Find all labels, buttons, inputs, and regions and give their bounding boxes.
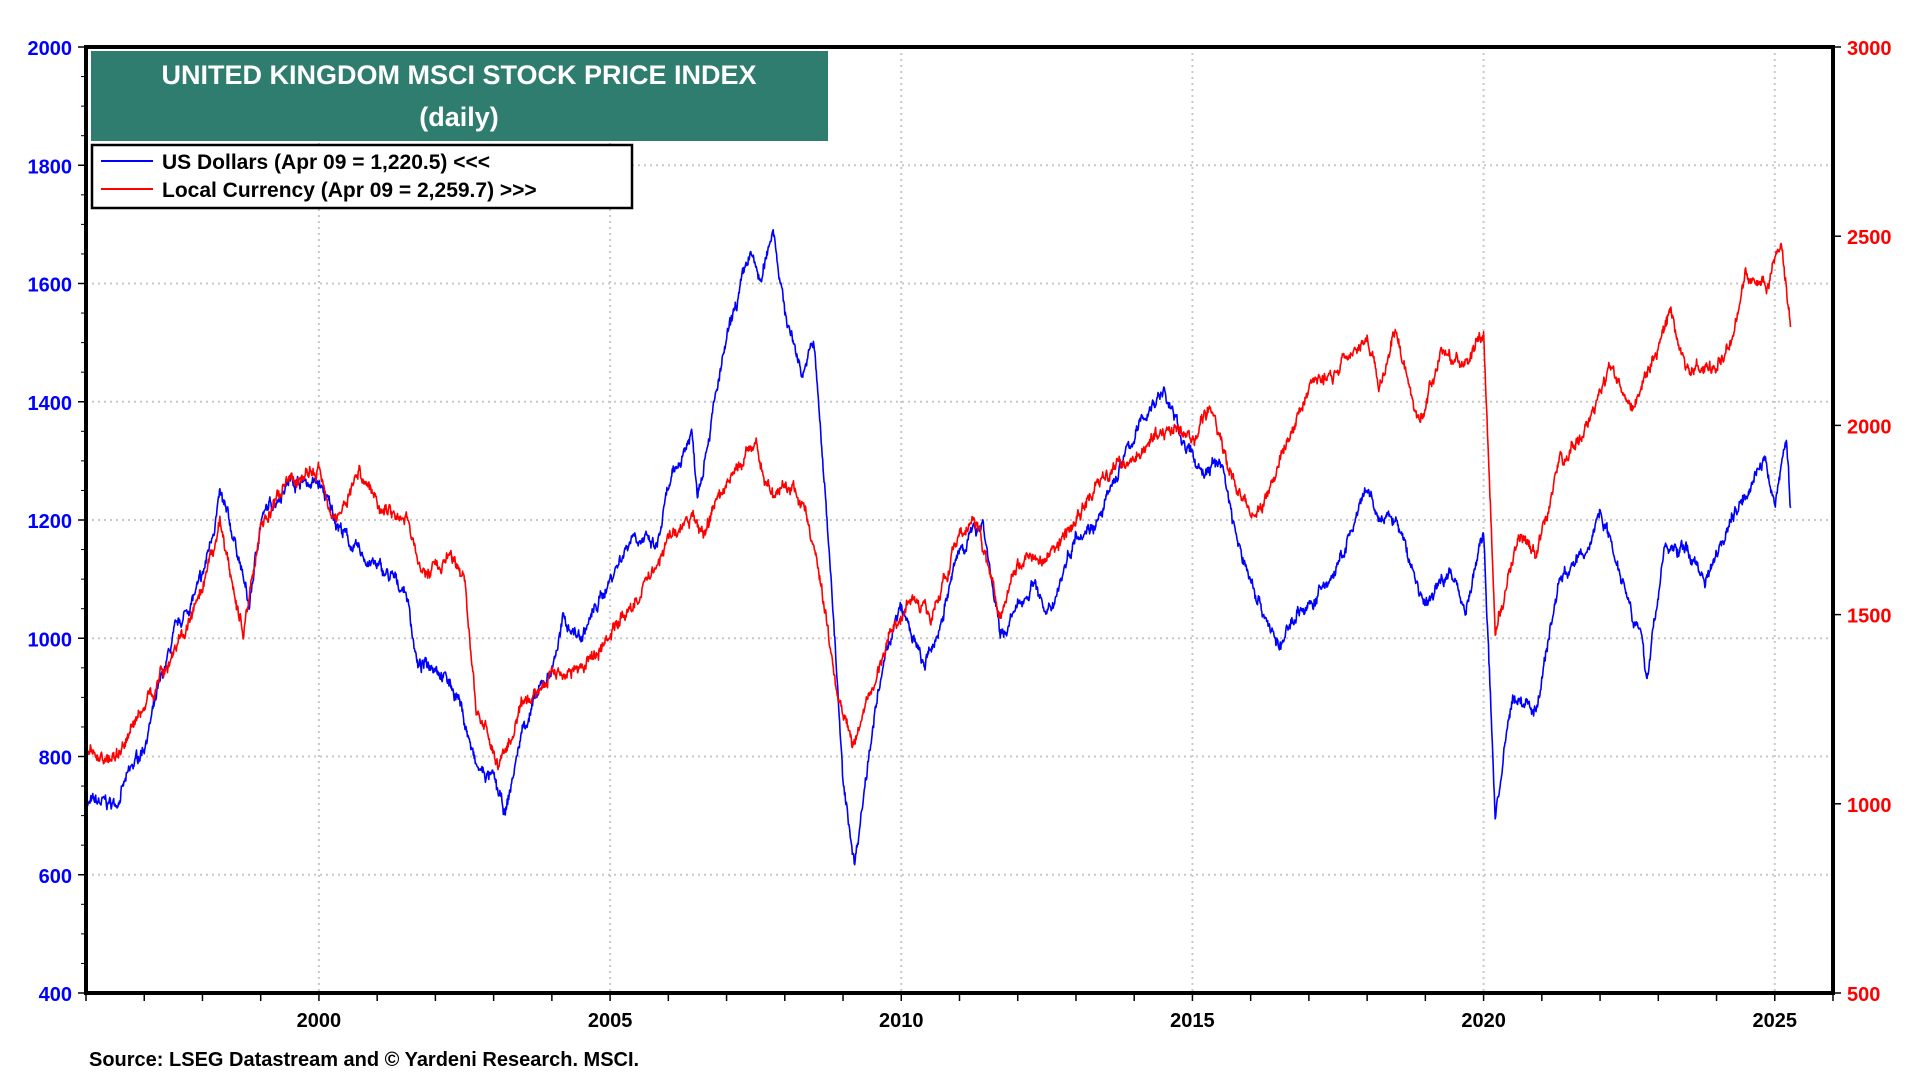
legend-label-usd: US Dollars (Apr 09 = 1,220.5) <<< [162, 151, 490, 174]
x-tick-label: 2020 [1461, 1010, 1506, 1032]
series-line-local-currency [85, 242, 1792, 771]
y-right-tick-label: 1000 [1847, 795, 1892, 817]
y-left-tick-label: 1000 [28, 629, 73, 651]
legend-label-local: Local Currency (Apr 09 = 2,259.7) >>> [162, 179, 537, 202]
y-right-tick-label: 2500 [1847, 227, 1892, 249]
y-left-tick-label: 800 [39, 748, 72, 770]
chart-title: UNITED KINGDOM MSCI STOCK PRICE INDEX [161, 60, 756, 90]
series-line-us-dollars [85, 229, 1792, 866]
y-left-tick-label: 600 [39, 866, 72, 888]
y-left-tick-label: 400 [39, 984, 72, 1006]
y-left-tick-label: 2000 [28, 38, 73, 60]
x-tick-label: 2025 [1753, 1010, 1798, 1032]
y-left-tick-label: 1200 [28, 511, 73, 533]
axes: 2000 2005 2010 2015 2020 2025 400 600 800 1000 120… [28, 38, 1892, 1032]
series-lines [85, 229, 1792, 866]
title-box: UNITED KINGDOM MSCI STOCK PRICE INDEX (d… [91, 51, 828, 141]
y-right-tick-label: 2000 [1847, 416, 1892, 438]
legend: US Dollars (Apr 09 = 1,220.5) <<< Local … [90, 143, 634, 210]
y-left-tick-label: 1800 [28, 156, 73, 178]
source-note: Source: LSEG Datastream and © Yardeni Re… [89, 1049, 639, 1071]
y-left-tick-label: 1600 [28, 275, 73, 297]
x-tick-label: 2010 [879, 1010, 924, 1032]
y-left-tick-label: 1400 [28, 393, 73, 415]
x-tick-label: 2005 [588, 1010, 633, 1032]
y-right-tick-label: 1500 [1847, 606, 1892, 628]
x-tick-label: 2015 [1170, 1010, 1215, 1032]
x-tick-label: 2000 [297, 1010, 342, 1032]
chart-subtitle: (daily) [419, 102, 499, 132]
y-right-tick-label: 500 [1847, 984, 1880, 1006]
y-right-tick-label: 3000 [1847, 38, 1892, 60]
